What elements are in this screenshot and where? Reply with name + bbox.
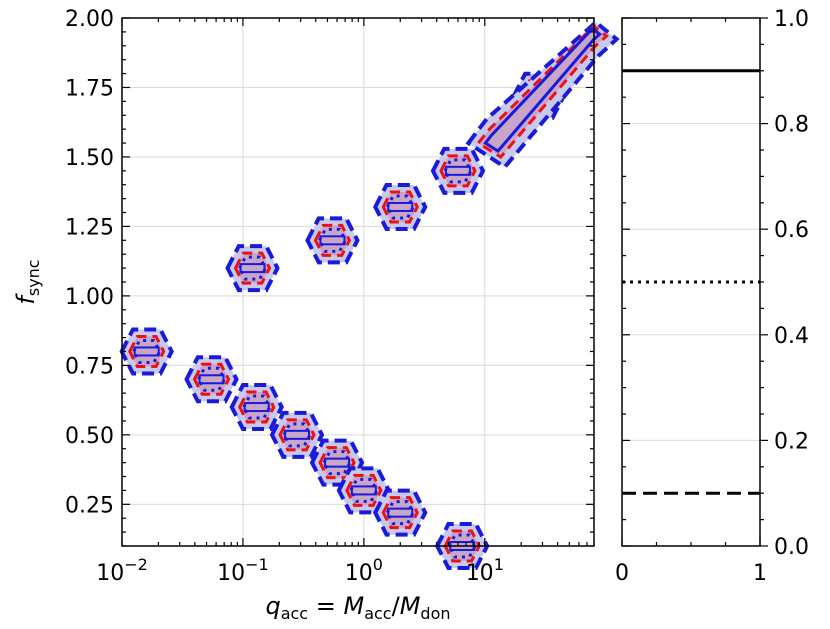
band-red-dashed (476, 24, 609, 160)
main-contour-regions (119, 19, 620, 570)
y-tick-label: 0.50 (65, 424, 114, 449)
contour-cluster-1 (119, 327, 174, 376)
contour-inner-solid (198, 374, 225, 385)
side-x-tick-label: 1 (753, 561, 767, 586)
contour-cluster-11 (373, 182, 428, 231)
contour-inner-solid (319, 235, 346, 246)
contour-inner-solid (133, 346, 160, 357)
contour-cluster-9 (225, 244, 280, 293)
side-grid (622, 17, 760, 547)
contour-inner-solid (387, 201, 414, 212)
contour-dotted (447, 533, 477, 559)
contour-inner-solid (239, 263, 266, 274)
y-tick-label: 0.25 (65, 493, 114, 518)
side-y-tick-label: 0.6 (774, 218, 809, 243)
main-axis-ticks (121, 17, 595, 547)
band-inner-solid (483, 26, 602, 154)
contour-cluster-4 (269, 410, 325, 459)
contour-dotted (443, 158, 473, 184)
contour-dotted (349, 477, 379, 503)
contour-dotted (385, 500, 415, 526)
main-tick-labels: 10−2 10−1 100 101 0.25 0.50 0.75 1.00 1.25 1.50 1.… (65, 7, 504, 586)
contour-dotted (242, 394, 272, 420)
side-y-tick-label: 0.2 (774, 429, 809, 454)
contour-dotted (317, 227, 348, 253)
y-tick-label: 0.75 (65, 354, 114, 379)
side-tick-labels: 0.0 0.2 0.4 0.6 0.8 1.0 0 1 (615, 7, 809, 586)
contour-upper-band (465, 19, 620, 170)
side-y-tick-label: 1.0 (774, 7, 809, 32)
side-x-tick-label: 0 (615, 561, 629, 586)
contour-cluster-3 (229, 383, 284, 432)
contour-dotted (282, 422, 312, 448)
y-tick-label: 1.75 (65, 76, 114, 101)
contour-inner-solid (324, 457, 351, 468)
contour-dotted (237, 255, 268, 281)
side-y-tick-label: 0.8 (774, 113, 809, 138)
contour-inner-solid (444, 165, 471, 176)
contour-cluster-2 (184, 355, 239, 404)
contour-inner-solid (387, 507, 414, 518)
contour-inner-solid (243, 402, 270, 413)
y-tick-label: 2.00 (65, 7, 114, 32)
contour-cluster-10 (305, 216, 360, 265)
y-tick-label: 1.00 (65, 285, 114, 310)
x-axis-label: qacc = Macc/Mdon (265, 592, 450, 623)
side-y-tick-label: 0.0 (774, 535, 809, 560)
contour-cluster-12 (430, 146, 486, 195)
side-axis-ticks (621, 17, 768, 547)
contour-dotted (385, 194, 415, 220)
contour-cluster-5 (309, 438, 365, 487)
x-tick-label: 10−1 (217, 555, 269, 586)
y-axis-label: fsync (12, 259, 43, 304)
x-tick-label: 100 (345, 555, 383, 586)
x-tick-label: 101 (466, 555, 504, 586)
y-tick-label: 1.50 (65, 146, 114, 171)
contour-dotted (196, 366, 227, 392)
contour-dotted (322, 450, 352, 476)
side-y-tick-label: 0.4 (774, 324, 809, 349)
contour-inner-solid (350, 485, 377, 496)
x-tick-label: 10−2 (96, 555, 148, 586)
contour-dotted (131, 338, 162, 364)
contour-inner-solid (284, 429, 311, 440)
contour-cluster-7 (373, 488, 428, 537)
side-plot-frame (621, 17, 761, 547)
y-tick-label: 1.25 (65, 215, 114, 240)
side-hlines (622, 69, 760, 495)
